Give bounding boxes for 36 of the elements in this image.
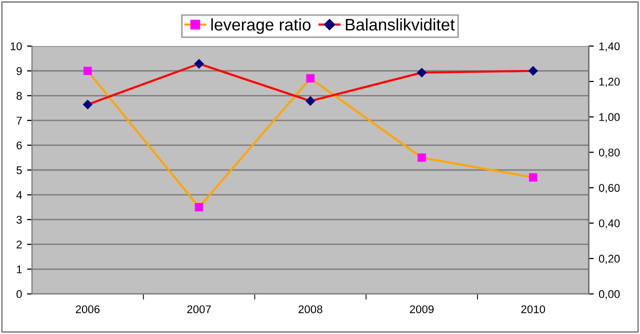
y2-tick-label: 0,20 [598,254,620,264]
y2-tick-label: 0,60 [598,184,620,194]
y-tick-label: 7 [16,116,22,124]
y-tick-label: 0 [16,290,22,298]
y2-tick-label: 0,80 [598,148,620,158]
x-tick-label: 2007 [187,305,211,314]
point [194,58,204,69]
y-tick-label: 4 [16,191,22,199]
y-tick-label: 9 [16,67,22,76]
y2-tick-label: 1,20 [599,78,620,87]
point [84,66,92,76]
y2-tick-label: 0,00 [598,290,620,300]
y-tick-label: 2 [16,240,22,248]
x-tick-label: 2006 [76,305,100,314]
y-tick-label: 6 [16,141,22,150]
y-tick-label: 3 [16,216,22,224]
y-tick-label: 5 [16,166,22,174]
legend-label: Balanslikviditet [346,18,455,31]
y2-tick-label: 0,40 [598,219,620,229]
y2-tick-label: 1,00 [599,113,620,122]
y-tick-label: 8 [16,92,22,100]
y2-tick-label: 1,40 [599,42,620,52]
point [528,173,538,182]
point [416,68,427,78]
point [306,74,315,82]
point [418,153,426,162]
point [82,100,93,110]
point [194,203,204,212]
y-tick-label: 10 [10,42,22,50]
legend-label: leverage ratio [211,18,311,34]
point [305,96,316,106]
x-tick-label: 2008 [298,305,322,314]
point [528,66,538,76]
x-tick-label: 2009 [410,305,434,314]
y-tick-label: 1 [16,266,22,274]
x-tick-label: 2010 [521,305,546,314]
